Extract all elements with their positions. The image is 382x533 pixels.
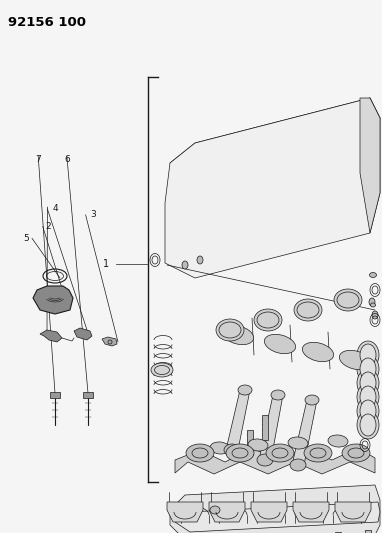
Polygon shape xyxy=(262,415,268,440)
Polygon shape xyxy=(102,337,117,346)
Ellipse shape xyxy=(342,444,370,462)
Ellipse shape xyxy=(271,390,285,400)
Ellipse shape xyxy=(303,342,333,361)
Polygon shape xyxy=(292,400,317,465)
Ellipse shape xyxy=(360,358,376,380)
Polygon shape xyxy=(167,502,203,522)
Ellipse shape xyxy=(151,363,173,377)
Ellipse shape xyxy=(372,311,378,319)
Ellipse shape xyxy=(305,395,319,405)
Text: 6: 6 xyxy=(64,156,70,164)
Ellipse shape xyxy=(254,309,282,331)
Polygon shape xyxy=(335,502,371,522)
Ellipse shape xyxy=(197,256,203,264)
Polygon shape xyxy=(175,502,380,532)
Ellipse shape xyxy=(182,261,188,269)
Polygon shape xyxy=(226,390,250,450)
Ellipse shape xyxy=(288,437,308,449)
Polygon shape xyxy=(74,328,92,340)
Ellipse shape xyxy=(360,344,376,366)
Ellipse shape xyxy=(360,372,376,394)
Ellipse shape xyxy=(290,459,306,471)
Ellipse shape xyxy=(357,411,379,439)
Ellipse shape xyxy=(360,414,376,436)
Ellipse shape xyxy=(294,299,322,321)
Polygon shape xyxy=(165,98,380,278)
Polygon shape xyxy=(33,286,73,314)
Ellipse shape xyxy=(334,289,362,311)
Ellipse shape xyxy=(369,298,375,306)
Ellipse shape xyxy=(360,400,376,422)
Ellipse shape xyxy=(357,341,379,369)
Ellipse shape xyxy=(248,439,268,451)
Ellipse shape xyxy=(226,444,254,462)
Ellipse shape xyxy=(357,383,379,411)
Ellipse shape xyxy=(369,272,377,278)
Polygon shape xyxy=(170,485,380,533)
Polygon shape xyxy=(83,392,93,398)
Polygon shape xyxy=(170,98,380,203)
Polygon shape xyxy=(293,502,329,522)
Polygon shape xyxy=(209,502,245,522)
Polygon shape xyxy=(335,532,341,533)
Ellipse shape xyxy=(357,397,379,425)
Ellipse shape xyxy=(328,435,348,447)
Ellipse shape xyxy=(360,386,376,408)
Polygon shape xyxy=(251,502,287,522)
Ellipse shape xyxy=(216,319,244,341)
Text: 2: 2 xyxy=(45,222,50,231)
Polygon shape xyxy=(360,98,380,233)
Polygon shape xyxy=(50,392,60,398)
Polygon shape xyxy=(175,448,375,474)
Ellipse shape xyxy=(339,350,371,369)
Ellipse shape xyxy=(186,444,214,462)
Ellipse shape xyxy=(264,334,296,353)
Polygon shape xyxy=(259,395,283,460)
Ellipse shape xyxy=(304,444,332,462)
Ellipse shape xyxy=(257,454,273,466)
Ellipse shape xyxy=(222,325,254,345)
Ellipse shape xyxy=(210,442,230,454)
Ellipse shape xyxy=(238,385,252,395)
Ellipse shape xyxy=(210,506,220,514)
Polygon shape xyxy=(40,330,62,342)
Ellipse shape xyxy=(357,369,379,397)
Ellipse shape xyxy=(371,303,376,307)
Text: 5: 5 xyxy=(23,234,29,243)
Polygon shape xyxy=(365,530,371,533)
Ellipse shape xyxy=(357,355,379,383)
Text: 7: 7 xyxy=(35,156,41,164)
Polygon shape xyxy=(247,430,253,455)
Text: 3: 3 xyxy=(91,211,97,219)
Ellipse shape xyxy=(266,444,294,462)
Text: 1: 1 xyxy=(103,259,109,269)
Text: 92156 100: 92156 100 xyxy=(8,16,86,29)
Text: 4: 4 xyxy=(53,205,58,213)
Ellipse shape xyxy=(224,444,240,456)
